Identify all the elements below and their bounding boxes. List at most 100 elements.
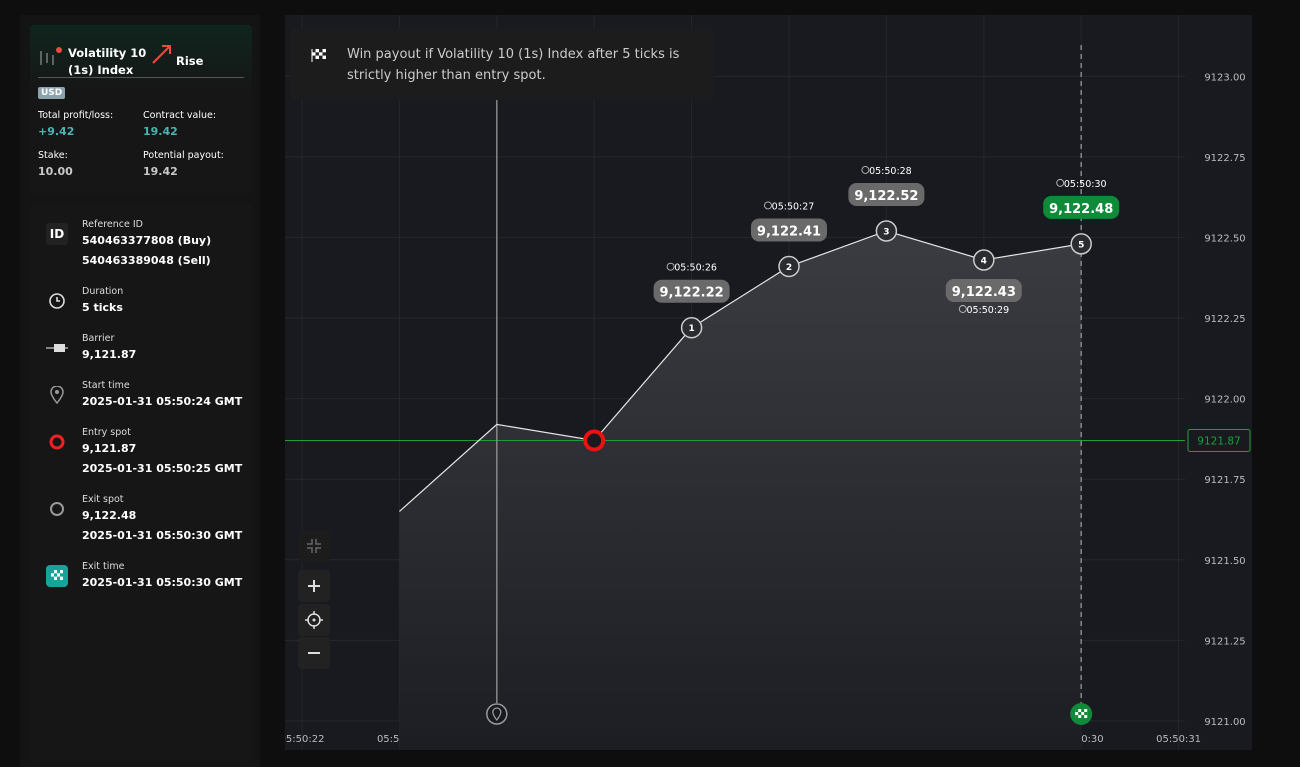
detail-icon [46,337,68,359]
tick-marker [778,255,800,278]
tick-number: 2 [786,263,792,273]
stat-value: +9.42 [38,125,75,138]
stat-value: 19.42 [143,165,178,178]
collapse-button[interactable] [298,530,330,562]
y-tick-label: 9123.00 [1204,72,1245,83]
detail-label: Start time [82,380,130,391]
tick-number: 5 [1078,240,1084,250]
chart: 05:50:2205:50:2305:50:2405:50:2505:50:26… [280,15,1251,751]
currency: USD [38,87,66,99]
symbol-icon [40,47,62,65]
tick-marker [680,316,703,339]
value-label: 9,122.52 [854,189,918,204]
tick-time: 05:50:29 [966,305,1009,316]
tick-marker [875,220,898,242]
stat-value: 10.00 [38,165,73,178]
detail-label: Barrier [82,333,115,344]
y-tick-label: 9122.75 [1204,153,1245,164]
value-label: 9,122.41 [757,224,821,239]
stat: Total profit/loss: +9.42 [38,110,113,138]
stat-label: Total profit/loss: [38,110,114,121]
stat: Potential payout: 19.42 [143,150,224,178]
value-pill [751,218,827,242]
reset-button[interactable] [298,604,330,636]
barrier-label: 9121.87 [1197,436,1240,448]
flag-check [1075,709,1079,712]
start-pin [486,703,508,725]
detail-value: 2025-01-31 05:50:30 GMT [82,529,243,542]
pin-shape [492,707,502,722]
detail-value: 2025-01-31 05:50:24 GMT [82,395,243,408]
detail-value: 540463377808 (Buy) [82,234,212,247]
detail-label: Entry spot [82,427,131,438]
x-tick-label: 05:50:22 [285,734,324,745]
y-tick-label: 9121.50 [1204,556,1245,567]
value-label: 9,122.43 [952,285,1016,300]
stat: Stake: 10.00 [38,150,73,178]
value-pill [945,279,1022,302]
y-tick-label: 9121.75 [1204,475,1245,486]
value-pill [653,279,730,303]
x-tick-label: 05:50:31 [1156,734,1201,745]
tick-time: 05:50:27 [772,201,815,212]
detail-value: 5 ticks [82,301,123,314]
tick-time: 05:50:30 [1064,179,1107,190]
flag-check [1081,709,1085,712]
y-tick-label: 9122.50 [1204,233,1245,244]
zoom-in-button[interactable] [298,570,330,602]
tick-time: 05:50:28 [869,166,912,177]
detail-label: Reference ID [82,219,143,230]
flag-icon [311,49,326,62]
tick-marker [1070,233,1092,255]
clock-icon [1056,178,1065,187]
y-tick-label: 9121.25 [1204,636,1245,647]
detail-value: 9,121.87 [82,348,137,361]
tick-number: 4 [981,257,987,267]
line [399,230,1082,512]
detail-icon [46,290,68,312]
detail-label: Duration [82,286,124,297]
clock-icon [958,305,967,313]
symbol: Volatility 10 (1s) Index [68,46,147,77]
barrier-label-box [1187,429,1251,453]
zoom-out-button[interactable] [298,637,330,669]
detail-value: 2025-01-31 05:50:30 GMT [82,576,243,589]
flag-check [1081,715,1085,718]
detail-icon [46,565,68,587]
details: ID Reference ID 540463377808 (Buy) 54046338… [30,203,252,763]
y-tick-label: 9122.25 [1204,314,1245,325]
chart-panel: 05:50:2205:50:2305:50:2405:50:2505:50:26… [280,15,1252,751]
tick-number: 3 [883,227,889,237]
contract-card: Volatility 10 (1s) Index Rise USD Total … [30,25,252,195]
trade-type: Rise [176,54,204,68]
exit-flag [1070,703,1093,725]
entry-spot [583,429,606,452]
pin-bg [486,703,508,725]
area [399,230,1082,751]
stat-value: 19.42 [143,125,178,138]
detail-icon [46,498,68,520]
clock-icon [861,166,870,174]
detail-value: 540463389048 (Sell) [82,254,211,267]
value-pill [1043,195,1120,219]
detail-icon [46,384,68,406]
tooltip: Win payout if Volatility 10 (1s) Index a… [291,28,713,100]
tick-number: 1 [688,324,694,334]
divider [38,77,244,78]
detail-value: 2025-01-31 05:50:25 GMT [82,462,243,475]
flag-check [1084,712,1088,715]
detail-icon: ID [46,223,68,245]
detail-label: Exit time [82,561,125,572]
stat-label: Stake: [38,150,68,161]
detail-icon [46,431,68,453]
stat: Contract value: 19.42 [143,110,216,138]
detail-label: Exit spot [82,494,124,505]
flag-check [1078,712,1082,715]
tick-time: 05:50:26 [674,263,717,274]
y-tick-label: 9122.00 [1204,395,1245,406]
detail-value: 9,121.87 [82,442,137,455]
clock-icon [764,201,772,210]
value-pill [848,182,925,206]
detail-value: 9,122.48 [82,509,137,522]
